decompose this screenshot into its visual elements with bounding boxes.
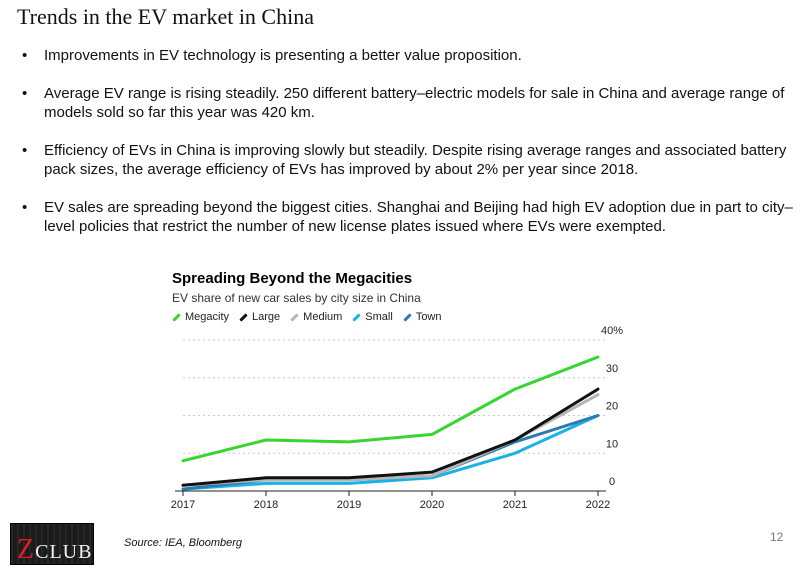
x-tick-label: 2018 [254,499,278,511]
bullet-list: • Improvements in EV technology is prese… [22,46,802,255]
series-line-medium [181,393,600,487]
bullet-item: • EV sales are spreading beyond the bigg… [22,198,802,236]
bullet-text: Average EV range is rising steadily. 250… [44,85,785,121]
x-tick-label: 2020 [420,499,444,511]
legend-item-medium: Medium [290,311,342,323]
logo-wordmark: ZCLUB [17,534,93,565]
legend-item-megacity: Megacity [172,311,229,323]
bullet-item: • Average EV range is rising steadily. 2… [22,84,802,122]
bullet-symbol: • [22,47,28,64]
series-line-large [181,387,600,487]
y-tick-label: 20 [606,401,618,413]
zclub-logo: ZCLUB [10,523,94,565]
y-tick-label: 30 [606,363,618,375]
legend-item-large: Large [239,311,280,323]
x-tick-label: 2022 [586,499,610,511]
logo-club-text: CLUB [35,541,93,563]
legend-label: Town [415,311,442,323]
page-number: 12 [770,530,784,544]
y-tick-label: 10 [606,438,618,450]
bullet-item: • Efficiency of EVs in China is improvin… [22,141,802,179]
bullet-text: Efficiency of EVs in China is improving … [44,142,787,178]
logo-texture [11,524,93,564]
legend-item-town: Town [403,311,442,323]
x-tick-label: 2021 [503,499,527,511]
bullet-symbol: • [22,199,28,216]
bullet-item: • Improvements in EV technology is prese… [22,46,802,65]
source-note: Source: IEA, Bloomberg [124,537,243,549]
x-tick-label: 2019 [337,499,361,511]
y-tick-label: 0 [609,476,615,488]
legend-label: Small [365,311,393,323]
series-line-small [181,414,600,491]
x-tick-label: 2017 [171,499,195,511]
bullet-text: EV sales are spreading beyond the bigges… [44,199,793,235]
bullet-text: Improvements in EV technology is present… [44,47,522,64]
series-line-megacity [181,355,600,463]
legend-label: Large [252,311,281,323]
y-tick-label: 40% [601,325,623,337]
legend-label: Megacity [185,311,230,323]
slide-title: Trends in the EV market in China [17,4,314,29]
chart-container: Spreading Beyond the Megacities EV share… [160,268,640,518]
legend-item-small: Small [352,311,393,323]
chart-title: Spreading Beyond the Megacities [172,270,413,287]
line-chart: 40% 30 20 10 0 2017 2018 2019 2020 2021 2022 [171,325,623,511]
bullet-symbol: • [22,142,28,159]
chart-subtitle: EV share of new car sales by city size i… [172,291,421,305]
logo-letter-z: Z [17,534,36,565]
bullet-symbol: • [22,85,28,102]
legend-label: Medium [303,311,343,323]
chart-legend: Megacity Large Medium Small Town [172,311,442,323]
